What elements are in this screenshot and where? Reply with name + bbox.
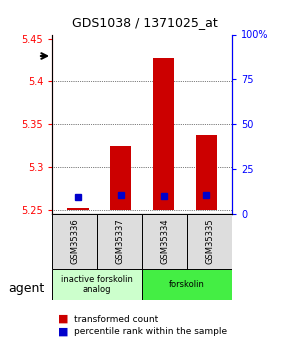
- Text: GSM35337: GSM35337: [115, 219, 124, 264]
- Text: forskolin: forskolin: [169, 280, 205, 289]
- FancyBboxPatch shape: [187, 214, 232, 269]
- FancyBboxPatch shape: [97, 214, 142, 269]
- FancyBboxPatch shape: [52, 214, 97, 269]
- FancyBboxPatch shape: [142, 269, 232, 300]
- Text: ■: ■: [58, 314, 68, 324]
- Text: GDS1038 / 1371025_at: GDS1038 / 1371025_at: [72, 16, 218, 29]
- Bar: [196, 135, 217, 210]
- Text: inactive forskolin
analog: inactive forskolin analog: [61, 275, 133, 294]
- Text: transformed count: transformed count: [74, 315, 158, 324]
- Text: ■: ■: [58, 327, 68, 337]
- Bar: [153, 58, 174, 210]
- Text: GSM35334: GSM35334: [160, 219, 169, 264]
- Text: GSM35336: GSM35336: [70, 219, 79, 264]
- FancyBboxPatch shape: [142, 214, 187, 269]
- FancyBboxPatch shape: [52, 269, 142, 300]
- Text: percentile rank within the sample: percentile rank within the sample: [74, 327, 227, 336]
- Text: agent: agent: [9, 282, 45, 295]
- Bar: [67, 208, 88, 210]
- Bar: [110, 146, 131, 210]
- Text: GSM35335: GSM35335: [205, 219, 214, 264]
